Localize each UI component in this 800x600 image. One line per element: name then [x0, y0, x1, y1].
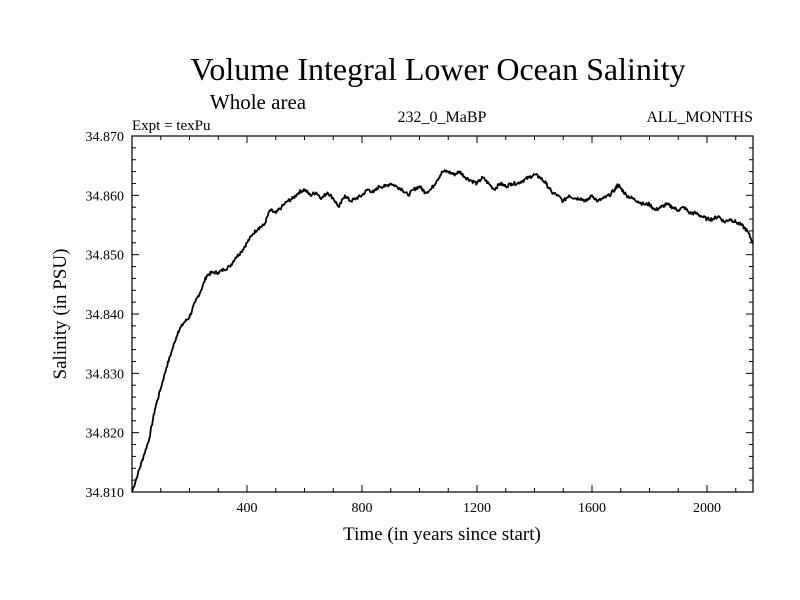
y-tick-label: 34.850 [86, 249, 125, 264]
y-tick-label: 34.810 [86, 486, 125, 501]
y-axis-label: Salinity (in PSU) [50, 249, 71, 380]
salinity-series-line [131, 169, 754, 493]
y-tick-label: 34.860 [86, 189, 125, 204]
months-label: ALL_MONTHS [646, 109, 753, 126]
y-tick-label: 34.870 [86, 130, 125, 145]
plot-frame [131, 135, 754, 493]
x-tick-label: 800 [352, 501, 373, 516]
chart-title: Volume Integral Lower Ocean Salinity [190, 51, 685, 87]
y-tick-label: 34.820 [86, 427, 125, 442]
y-tick-label: 34.840 [86, 308, 125, 323]
y-axis: 34.810 34.820 34.830 34.840 34.850 34.860 34.8… [86, 130, 753, 501]
x-tick-label: 1200 [463, 501, 491, 516]
chart-subtitle: Whole area [210, 90, 307, 114]
x-tick-label: 400 [237, 501, 258, 516]
run-label: 232_0_MaBP [398, 109, 487, 126]
x-axis-label: Time (in years since start) [343, 524, 541, 545]
y-tick-label: 34.830 [86, 367, 125, 382]
x-tick-label: 1600 [578, 501, 606, 516]
x-axis: 400 800 1200 1600 2000 [160, 136, 737, 516]
x-tick-label: 2000 [693, 501, 721, 516]
experiment-label: Expt = texPu [132, 118, 211, 134]
